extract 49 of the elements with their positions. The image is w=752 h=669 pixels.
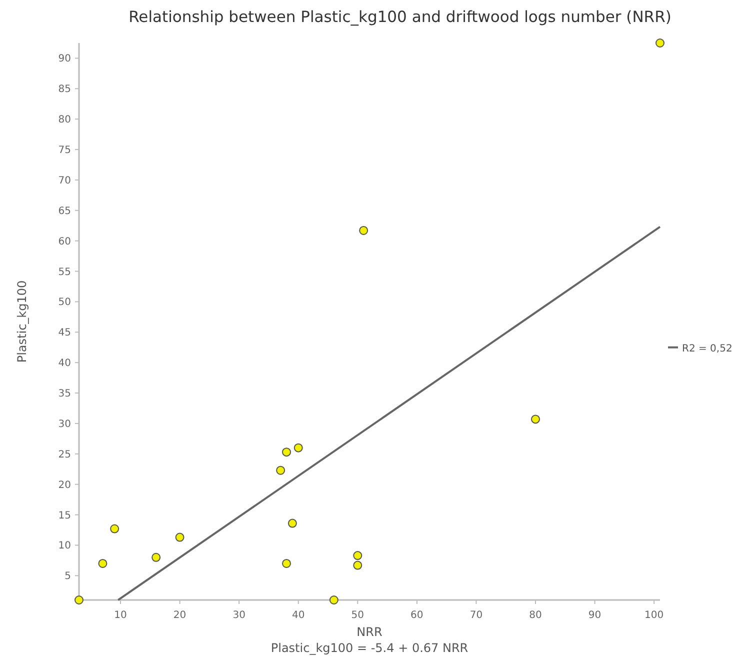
text: Plastic_kg100 = -5.4 + 0.67 NRR <box>270 641 468 655</box>
y-tick-label: 60 <box>58 236 71 248</box>
point <box>152 552 161 562</box>
point <box>329 596 338 604</box>
point <box>282 558 291 568</box>
y-tick-label: 65 <box>58 206 71 217</box>
y-tick-label: 30 <box>58 418 71 430</box>
y-tick-label: 80 <box>58 114 71 126</box>
y-tick-label: 45 <box>58 328 71 339</box>
point <box>282 448 291 457</box>
legend-label: R2 = 0,52 <box>682 343 732 354</box>
x-tick-label: 90 <box>588 610 602 621</box>
point <box>294 443 303 452</box>
point <box>276 466 286 475</box>
point <box>353 551 362 560</box>
point <box>110 524 120 534</box>
point <box>359 226 368 235</box>
y-tick-label: 5 <box>64 571 71 582</box>
chart-title: Relationship between Plastic_kg100 and driftwood logs number (NRR) <box>128 8 672 26</box>
y-tick-label: 50 <box>58 297 71 308</box>
x-tick-label: 10 <box>114 610 127 621</box>
x-tick-label: 60 <box>410 610 424 621</box>
y-tick-label: 90 <box>58 54 71 65</box>
y-tick-label: 70 <box>58 175 71 186</box>
y-tick-label: 15 <box>58 510 71 522</box>
point <box>353 560 362 570</box>
y-tick-label: 40 <box>58 358 71 370</box>
x-tick-label: 30 <box>232 610 246 621</box>
y-tick-label: 75 <box>58 145 71 156</box>
point <box>98 558 108 568</box>
x-tick-label: 50 <box>351 610 364 621</box>
y-tick-label: 55 <box>58 266 71 278</box>
y-tick-label: 85 <box>58 84 71 96</box>
point <box>74 596 84 604</box>
x-tick-label: 100 <box>644 610 664 621</box>
y-tick-label: 35 <box>58 388 71 400</box>
x-axis-title: NRR <box>356 625 382 639</box>
x-tick-label: 80 <box>529 610 542 621</box>
x-tick-label: 70 <box>470 610 483 621</box>
point <box>288 518 297 528</box>
point <box>175 532 184 542</box>
x-tick-label: 20 <box>173 610 186 621</box>
x-tick-label: 40 <box>292 610 305 621</box>
y-axis-title: Plastic_kg100 <box>15 280 29 363</box>
point <box>656 38 664 48</box>
point <box>531 414 540 424</box>
y-tick-label: 25 <box>58 449 71 460</box>
y-tick-label: 10 <box>58 540 71 552</box>
y-tick-label: 20 <box>58 480 71 491</box>
